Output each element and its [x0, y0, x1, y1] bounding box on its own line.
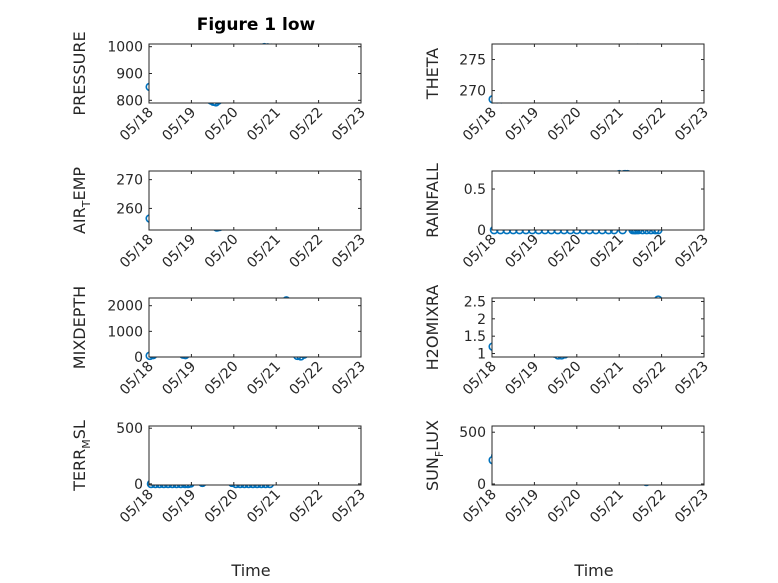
ytick-label: 0 — [477, 223, 486, 239]
ytick-label: 1.5 — [464, 329, 486, 345]
ylabel: SUNFLUX — [423, 420, 446, 491]
ytick-label: 2000 — [107, 299, 143, 315]
ylabel: RAINFALL — [423, 163, 442, 238]
ytick-label: 270 — [459, 84, 486, 100]
axes-frame — [491, 297, 705, 358]
ytick-label: 0 — [477, 477, 486, 493]
ytick-label: 500 — [116, 421, 143, 437]
axes-frame — [491, 43, 705, 104]
ytick-label: 0 — [134, 350, 143, 366]
ylabel: MIXDEPTH — [70, 286, 89, 369]
ytick-label: 260 — [116, 201, 143, 217]
axes-frame — [148, 170, 362, 231]
ylabel: H2OMIXRA — [423, 285, 442, 371]
axes-frame — [491, 170, 705, 231]
ytick-label: 1000 — [107, 324, 143, 340]
ylabel: AIRTEMP — [70, 167, 93, 234]
ytick-label: 0 — [134, 477, 143, 493]
xlabel-left: Time — [230, 561, 270, 580]
ytick-label: 800 — [116, 93, 143, 109]
ytick-label: 0.5 — [464, 182, 486, 198]
figure-title: Figure 1 low — [197, 15, 316, 35]
ytick-label: 1000 — [107, 40, 143, 56]
ytick-label: 2.5 — [464, 294, 486, 310]
axes-frame — [148, 425, 362, 486]
ytick-label: 900 — [116, 67, 143, 83]
ylabel: PRESSURE — [70, 31, 89, 115]
ylabel: THETA — [423, 48, 442, 100]
ytick-label: 270 — [116, 173, 143, 189]
ytick-label: 1 — [477, 347, 486, 363]
ytick-label: 275 — [459, 53, 486, 69]
axes-frame — [148, 43, 362, 104]
ytick-label: 2 — [477, 312, 486, 328]
axes-frame — [491, 425, 705, 486]
xlabel-right: Time — [573, 561, 613, 580]
ytick-label: 500 — [459, 425, 486, 441]
ylabel: TERRMSL — [70, 420, 93, 492]
axes-frame — [148, 297, 362, 358]
